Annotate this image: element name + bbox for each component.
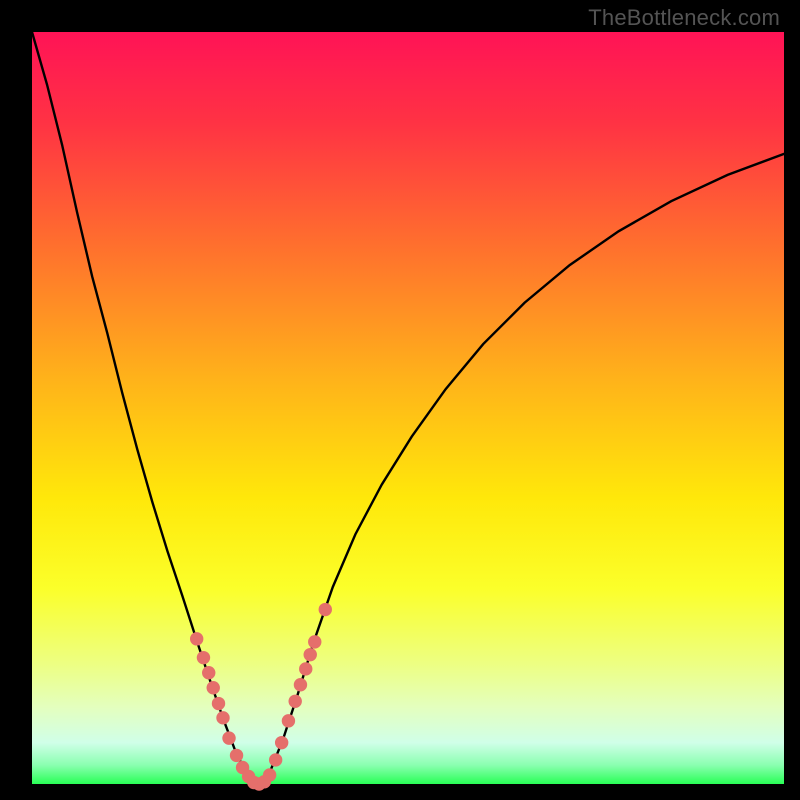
chart-frame: TheBottleneck.com	[0, 0, 800, 800]
marker-point	[197, 651, 210, 664]
marker-point	[282, 714, 295, 727]
marker-point	[202, 666, 215, 679]
curve-right	[258, 154, 784, 784]
marker-point	[263, 768, 276, 781]
marker-point	[230, 749, 243, 762]
marker-point	[269, 753, 282, 766]
plot-area	[32, 32, 784, 784]
watermark-text: TheBottleneck.com	[588, 5, 780, 31]
curve-left	[32, 32, 258, 784]
marker-point	[190, 632, 203, 645]
marker-group	[190, 603, 332, 791]
marker-point	[294, 678, 307, 691]
marker-point	[222, 731, 235, 744]
marker-point	[207, 681, 220, 694]
marker-point	[308, 635, 321, 648]
marker-point	[289, 695, 302, 708]
marker-point	[216, 711, 229, 724]
marker-point	[275, 736, 288, 749]
marker-point	[212, 697, 225, 710]
marker-point	[319, 603, 332, 616]
marker-point	[304, 648, 317, 661]
marker-point	[299, 662, 312, 675]
curve-layer	[32, 32, 784, 784]
